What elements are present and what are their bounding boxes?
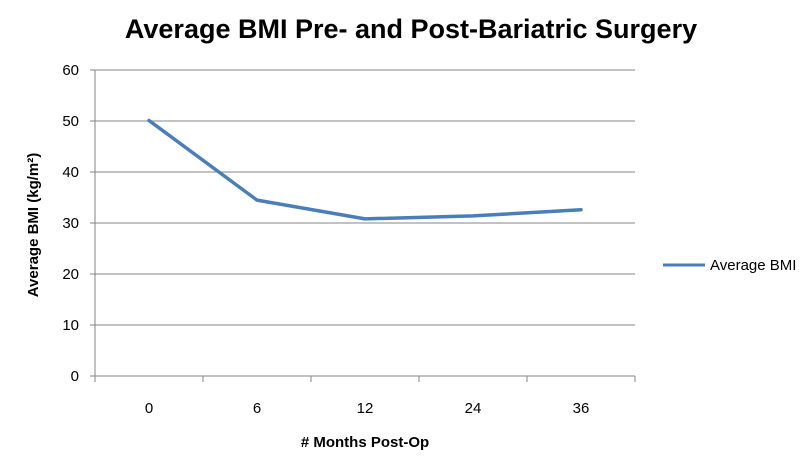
x-tick-label: 6 [253, 400, 261, 417]
series-line [147, 118, 583, 221]
x-tick-labels: 0 6 12 24 36 [145, 400, 590, 417]
legend: Average BMI [663, 257, 796, 274]
y-tick-label: 10 [62, 317, 79, 334]
gridlines [95, 69, 635, 326]
x-tick-label: 36 [573, 400, 590, 417]
y-tick-labels: 0 10 20 30 40 50 60 [62, 62, 79, 385]
x-tick-label: 24 [465, 400, 482, 417]
y-tick-label: 40 [62, 164, 79, 181]
series-layer [147, 118, 583, 221]
y-tick-label: 20 [62, 266, 79, 283]
y-tick-label: 30 [62, 215, 79, 232]
y-tick-label: 50 [62, 113, 79, 130]
x-tick-label: 0 [145, 400, 153, 417]
legend-label: Average BMI [710, 257, 796, 274]
y-axis-title: Average BMI (kg/m²) [25, 153, 42, 297]
y-tick-label: 0 [71, 368, 79, 385]
x-tick-label: 12 [357, 400, 374, 417]
chart-title: Average BMI Pre- and Post-Bariatric Surg… [125, 14, 697, 44]
axes [90, 69, 636, 382]
y-tick-label: 60 [62, 62, 79, 79]
x-axis-title: # Months Post-Op [301, 434, 429, 451]
